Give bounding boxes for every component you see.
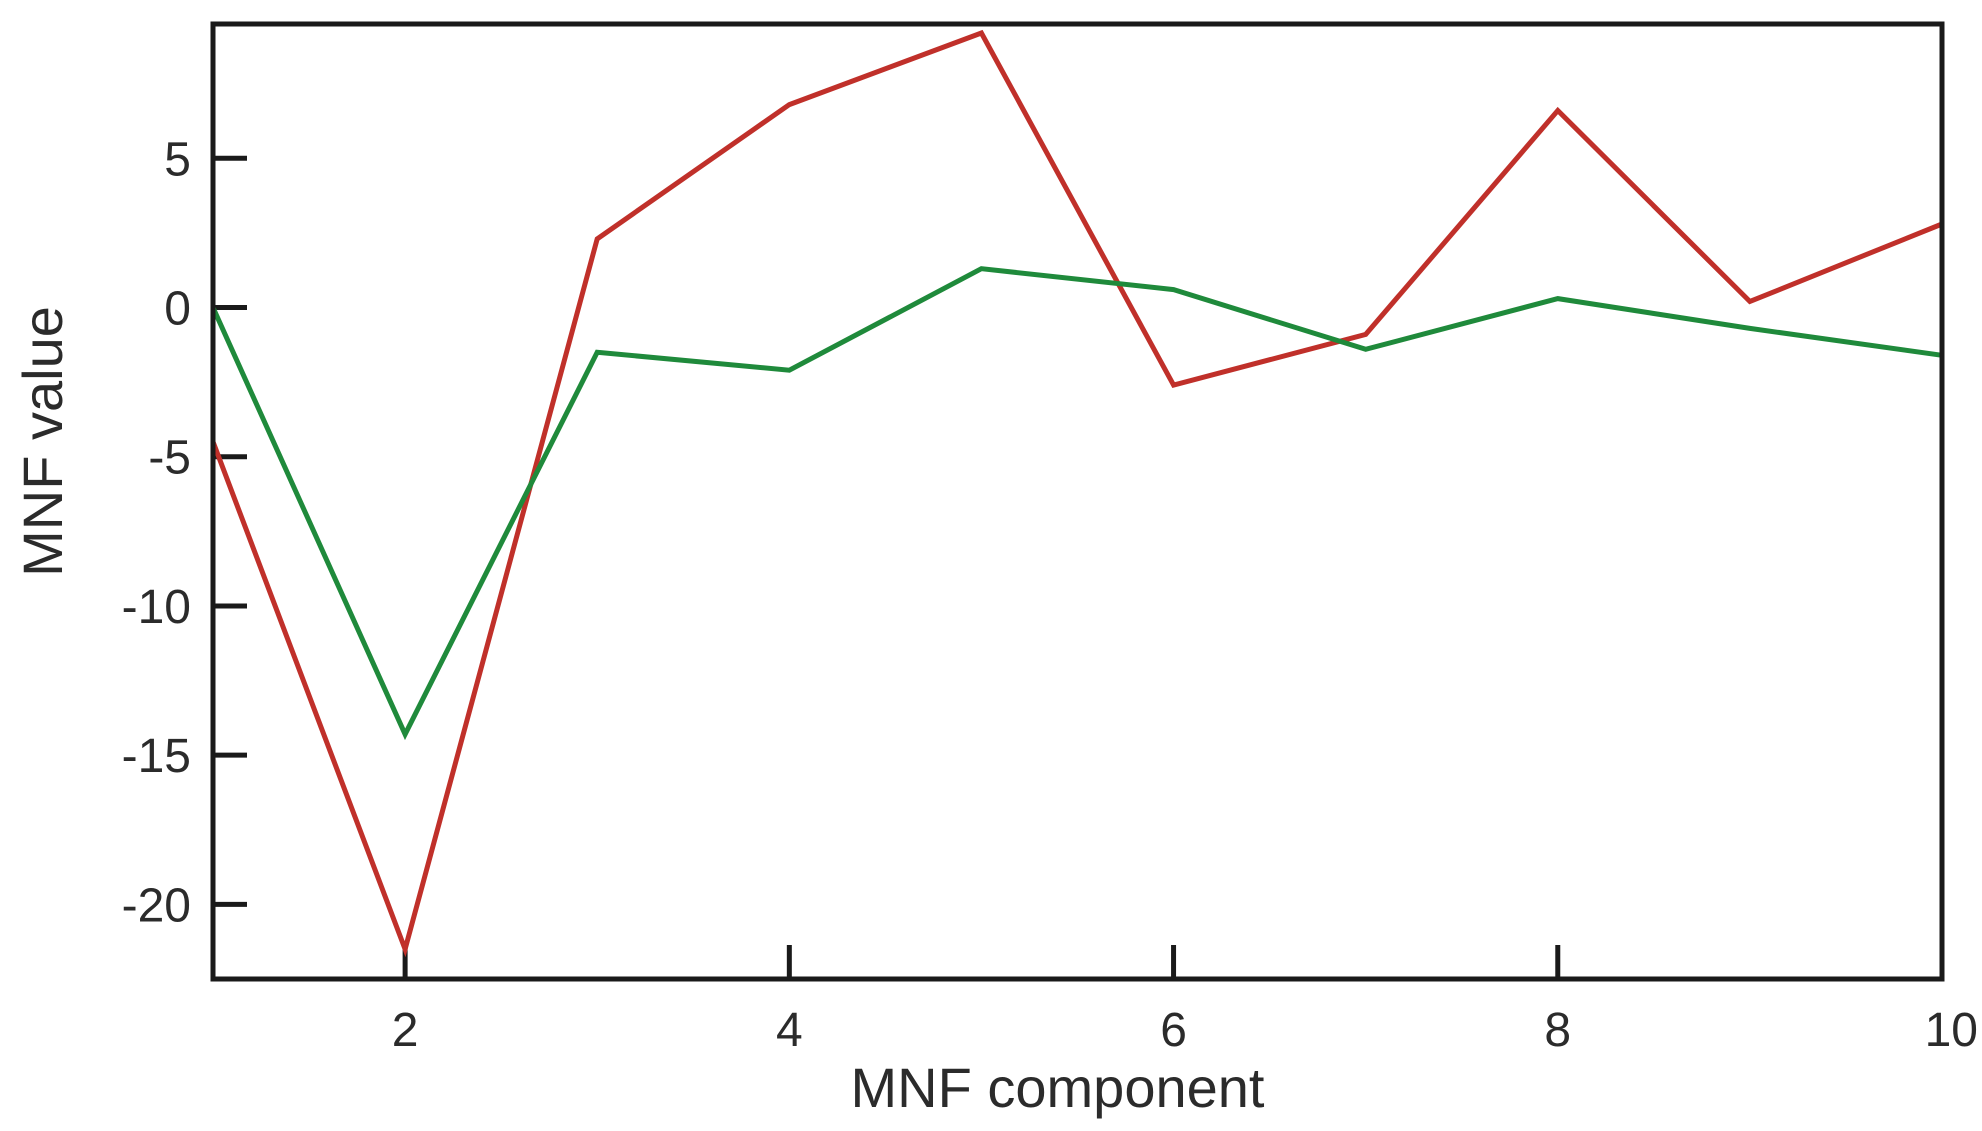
x-tick-label: 4	[776, 1004, 803, 1057]
y-axis-ticks: 5 0 -5 -10 -15 -20	[122, 133, 247, 932]
y-tick-label: 5	[164, 133, 191, 186]
plot-frame	[210, 21, 1945, 982]
x-axis-ticks: 2 4 6 8 10	[392, 945, 1978, 1057]
x-tick-label: 8	[1544, 1004, 1571, 1057]
chart-series	[210, 29, 1943, 958]
series-line-2	[210, 266, 1943, 741]
series-line-1	[210, 29, 1943, 958]
y-tick-label: -5	[148, 432, 191, 485]
x-tick-label: 2	[392, 1004, 419, 1057]
x-tick-label: 6	[1160, 1004, 1187, 1057]
y-tick-label: -15	[122, 730, 191, 783]
y-tick-label: -10	[122, 581, 191, 634]
x-tick-label: 10	[1925, 1004, 1978, 1057]
y-tick-label: 0	[164, 283, 191, 336]
y-axis-title: MNF value	[11, 306, 74, 577]
y-tick-label: -20	[122, 879, 191, 932]
x-axis-title: MNF component	[851, 1056, 1265, 1119]
